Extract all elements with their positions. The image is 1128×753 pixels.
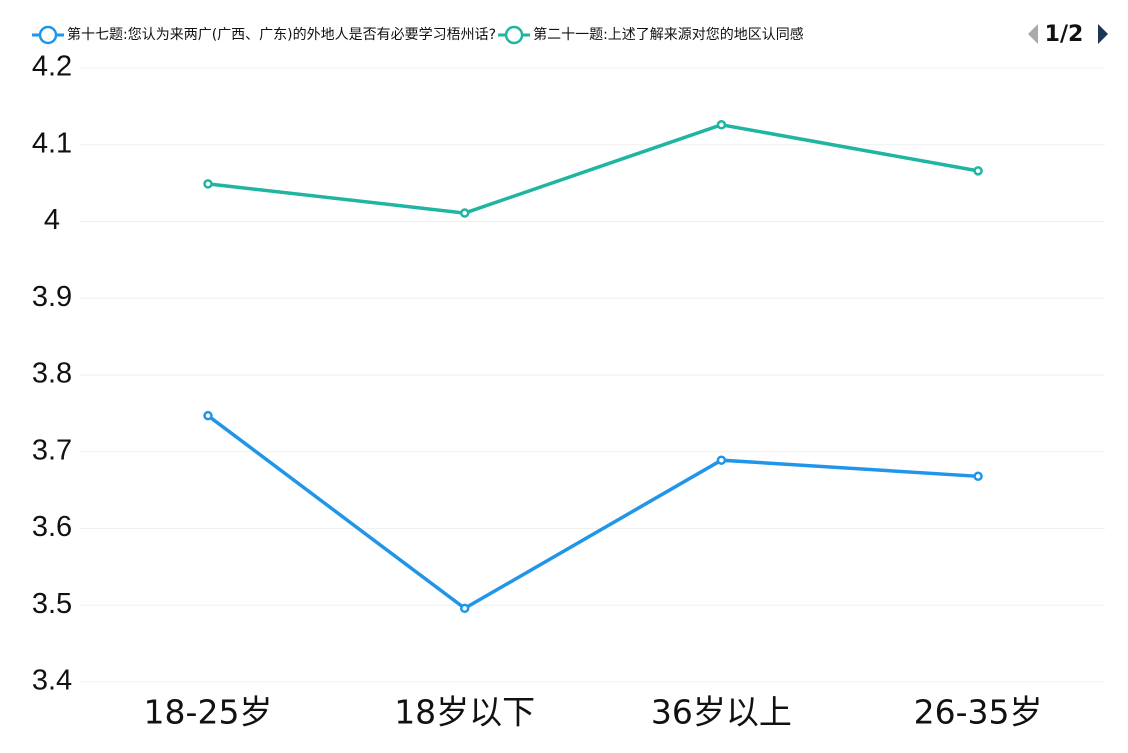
- y-tick-label: 3.4: [32, 665, 72, 697]
- y-tick-label: 4.2: [32, 51, 72, 83]
- series-line: [206, 414, 979, 611]
- point: [203, 410, 213, 421]
- y-tick-label: 4.1: [32, 127, 72, 159]
- y-tick-label: 3.5: [32, 588, 72, 620]
- legend-label: 第十七题:您认为来两广(广西、广东)的外地人是否有必要学习梧州话?: [67, 26, 496, 43]
- x-tick-label: 18岁以下: [394, 693, 535, 732]
- x-tick-label: 26-35岁: [914, 693, 1043, 732]
- legend-next[interactable]: [1098, 24, 1108, 44]
- point: [459, 603, 470, 614]
- x-tick-label: 18-25岁: [144, 693, 273, 732]
- y-tick-label: 4: [44, 204, 60, 236]
- point: [973, 471, 983, 482]
- legend-marker: [38, 25, 58, 45]
- legend-prev[interactable]: [1028, 24, 1038, 44]
- point: [459, 208, 470, 218]
- y-tick-label: 3.6: [32, 511, 72, 543]
- legend-label: 第二十一题:上述了解来源对您的地区认同感: [533, 26, 804, 43]
- y-tick-label: 3.7: [32, 434, 72, 466]
- y-tick-label: 3.8: [32, 358, 72, 390]
- point: [203, 179, 213, 189]
- point: [716, 120, 727, 130]
- legend-marker: [504, 25, 524, 45]
- x-tick-label: 36岁以上: [651, 693, 792, 732]
- series-line: [207, 122, 979, 215]
- point: [716, 455, 727, 465]
- point: [973, 166, 983, 176]
- y-tick-label: 3.9: [32, 281, 72, 313]
- legend-page: 1/2: [1045, 22, 1084, 47]
